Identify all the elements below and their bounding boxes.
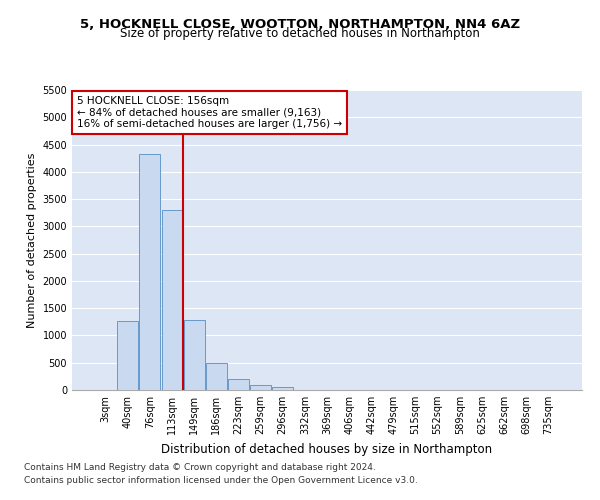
Text: Size of property relative to detached houses in Northampton: Size of property relative to detached ho…	[120, 28, 480, 40]
Text: 5 HOCKNELL CLOSE: 156sqm
← 84% of detached houses are smaller (9,163)
16% of sem: 5 HOCKNELL CLOSE: 156sqm ← 84% of detach…	[77, 96, 342, 129]
Text: Contains public sector information licensed under the Open Government Licence v3: Contains public sector information licen…	[24, 476, 418, 485]
X-axis label: Distribution of detached houses by size in Northampton: Distribution of detached houses by size …	[161, 442, 493, 456]
Text: 5, HOCKNELL CLOSE, WOOTTON, NORTHAMPTON, NN4 6AZ: 5, HOCKNELL CLOSE, WOOTTON, NORTHAMPTON,…	[80, 18, 520, 30]
Y-axis label: Number of detached properties: Number of detached properties	[27, 152, 37, 328]
Bar	[272, 386, 293, 390]
Bar	[118, 320, 139, 390]
Bar	[250, 386, 271, 390]
Bar	[161, 210, 182, 390]
Bar	[206, 364, 227, 390]
Bar	[139, 154, 160, 390]
Bar	[184, 320, 205, 390]
Text: Contains HM Land Registry data © Crown copyright and database right 2024.: Contains HM Land Registry data © Crown c…	[24, 464, 376, 472]
Bar	[228, 378, 249, 390]
